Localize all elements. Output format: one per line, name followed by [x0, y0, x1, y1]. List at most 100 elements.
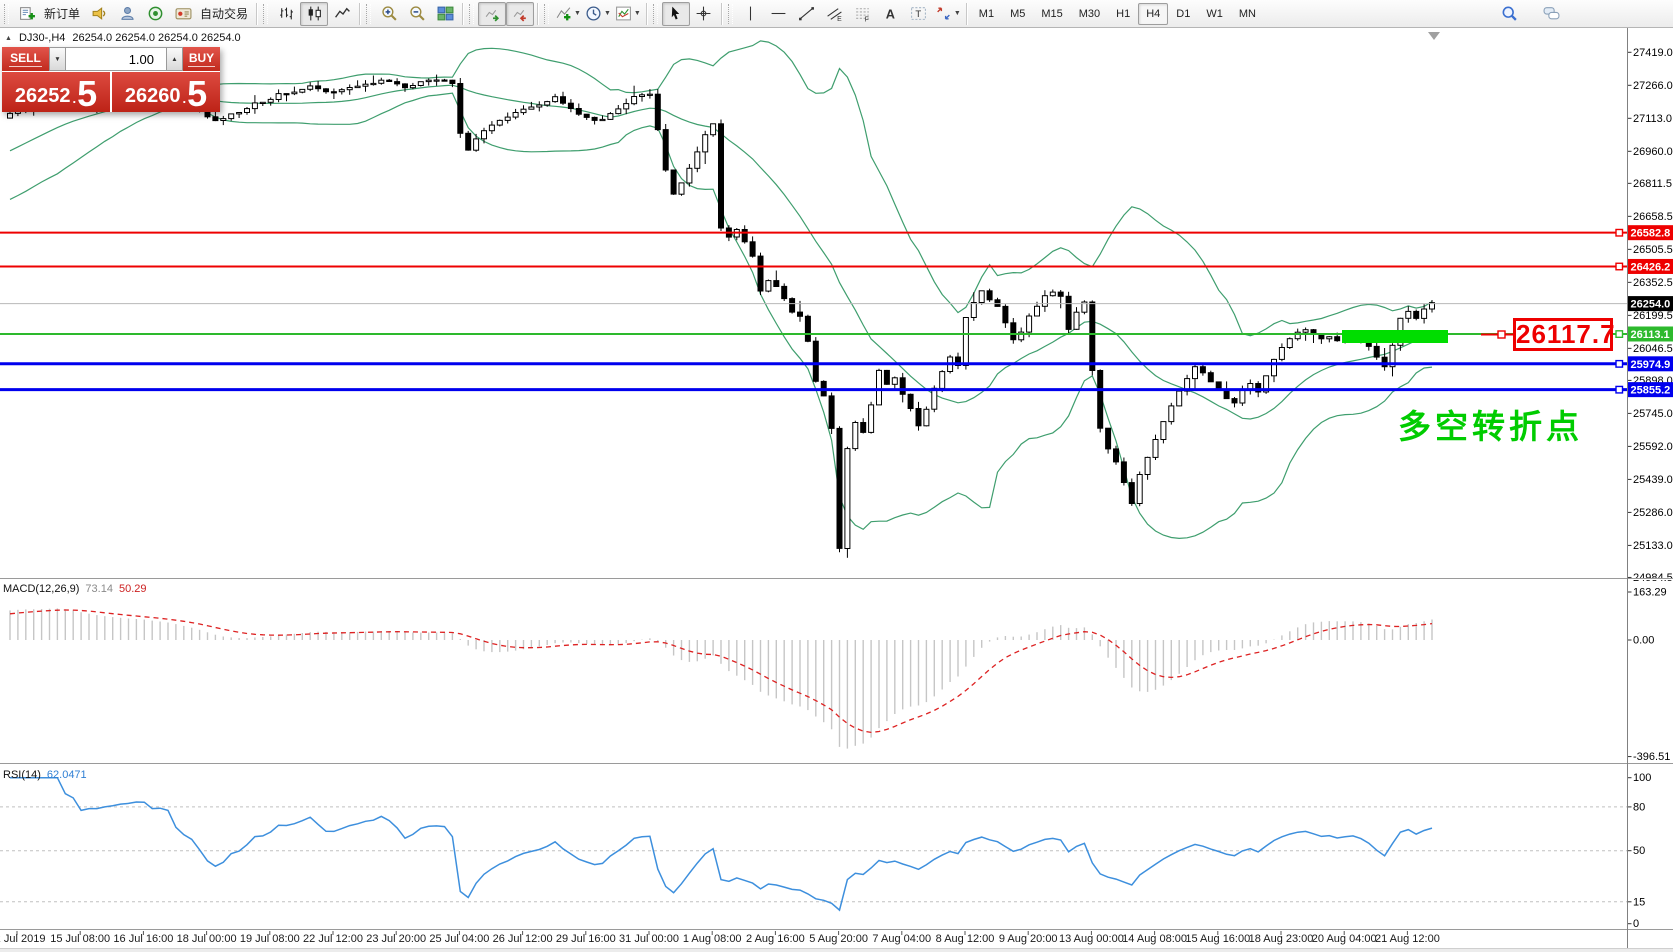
signals-button[interactable] [141, 2, 169, 26]
collapse-panel-icon[interactable]: ▲ [5, 34, 12, 42]
timeframe-h1[interactable]: H1 [1116, 7, 1131, 20]
bar-chart-button[interactable] [272, 2, 300, 26]
vline-button[interactable] [737, 2, 765, 26]
cursor-button[interactable] [661, 1, 690, 26]
channel-button[interactable]: E [821, 2, 849, 26]
candle [678, 182, 685, 195]
tile-windows-button[interactable] [431, 2, 459, 26]
sell-button[interactable]: SELL [2, 47, 49, 71]
timeframe-m1[interactable]: M1 [978, 7, 995, 20]
candle [860, 422, 867, 433]
fibonacci-button[interactable]: F [849, 2, 877, 26]
candle [1168, 405, 1175, 423]
candle [473, 138, 480, 151]
candle [1334, 336, 1341, 342]
zoom-out-button[interactable] [403, 2, 431, 26]
arrows-icon [935, 5, 952, 22]
candle [583, 113, 590, 118]
buy-price[interactable]: 26260. 5 [112, 72, 220, 112]
candle [1263, 375, 1270, 393]
price-axis[interactable]: 27419.0 27266.0 27113.0 26960.0 26811.5 26658… [1627, 47, 1673, 930]
macd-main-value: 73.14 [85, 583, 113, 595]
pane-divider[interactable] [0, 763, 1673, 764]
candlestick-button[interactable] [300, 1, 329, 26]
line-chart-button[interactable] [328, 2, 356, 26]
candle [662, 129, 669, 171]
chevron-up-icon: ▲ [171, 55, 178, 63]
timeframe-mn[interactable]: MN [1238, 7, 1256, 20]
candle [1026, 315, 1033, 333]
candle [283, 93, 290, 96]
candle [868, 404, 875, 433]
profile-button[interactable] [113, 2, 141, 26]
price-tick-label: 26960.0 [1633, 146, 1673, 158]
indicators-button[interactable]: ▼ [553, 2, 583, 26]
timeframe-m5[interactable]: M5 [1010, 7, 1026, 20]
time-tick-label: 15 Jul 08:00 [50, 933, 110, 945]
candle [1302, 329, 1309, 333]
sell-price[interactable]: 26252. 5 [2, 72, 110, 112]
candle [228, 113, 235, 120]
price-alert-tag[interactable]: 26117.7 [1513, 318, 1615, 351]
volume-decrease-button[interactable]: ▼ [49, 47, 66, 71]
svg-text:25855.2: 25855.2 [1631, 385, 1671, 397]
timeframe-w1[interactable]: W1 [1206, 7, 1223, 20]
candle [828, 395, 835, 429]
candle [1041, 295, 1048, 307]
candle [891, 377, 898, 385]
hline-button[interactable] [765, 2, 793, 26]
toolbar-grip [727, 3, 733, 24]
volume-increase-button[interactable]: ▲ [166, 47, 183, 71]
timeframe-m30[interactable]: M30 [1078, 7, 1101, 20]
candle [789, 298, 796, 313]
candle [291, 91, 298, 95]
time-tick-label: 22 Jul 12:00 [303, 933, 363, 945]
buy-button[interactable]: BUY [183, 47, 220, 71]
volume-input[interactable] [66, 47, 166, 71]
candle [1113, 448, 1119, 463]
zoom-in-button[interactable] [375, 2, 403, 26]
periods-button[interactable]: ▼ [583, 2, 613, 26]
label-button[interactable]: T [905, 2, 933, 26]
arrows-button[interactable]: ▼ [933, 2, 963, 26]
chat-icon [1543, 5, 1560, 22]
price-level-badge [1628, 225, 1673, 241]
candle [378, 79, 385, 84]
rsi-tick-label: 100 [1633, 772, 1651, 784]
new-order-button[interactable] [13, 2, 41, 26]
pane-divider[interactable] [0, 929, 1673, 930]
candle [386, 79, 393, 82]
chart-shift-button[interactable] [506, 1, 535, 26]
sound-button[interactable] [85, 2, 113, 26]
crosshair-button[interactable] [690, 2, 718, 26]
candle [1199, 366, 1206, 374]
candle [812, 340, 819, 382]
candle [1278, 347, 1285, 360]
rsi-tick-label: 0 [1633, 918, 1639, 930]
price-level-badge [1628, 326, 1673, 342]
templates-button[interactable]: ▼ [613, 2, 643, 26]
text-button[interactable]: A [877, 2, 905, 26]
autotrade-button[interactable] [169, 2, 197, 26]
timeframe-d1[interactable]: D1 [1176, 7, 1191, 20]
new-order-icon [19, 5, 36, 22]
toolbar-grip [652, 3, 658, 24]
search-button[interactable] [1495, 2, 1523, 26]
chat-button[interactable] [1537, 2, 1565, 26]
trendline-button[interactable] [793, 2, 821, 26]
pane-divider[interactable] [0, 578, 1673, 579]
candle [883, 369, 890, 385]
highlight-rectangle[interactable] [1342, 330, 1448, 343]
candle [915, 408, 922, 427]
candle [765, 280, 772, 292]
auto-scroll-button[interactable] [478, 1, 507, 26]
rsi-value: 62.0471 [46, 769, 87, 781]
toolbar-separator [462, 2, 465, 25]
timeframe-h4[interactable]: H4 [1138, 2, 1169, 25]
candle [710, 123, 717, 136]
timeframe-m15[interactable]: M15 [1041, 7, 1063, 20]
line-marker [1615, 330, 1624, 338]
candle [244, 108, 250, 113]
